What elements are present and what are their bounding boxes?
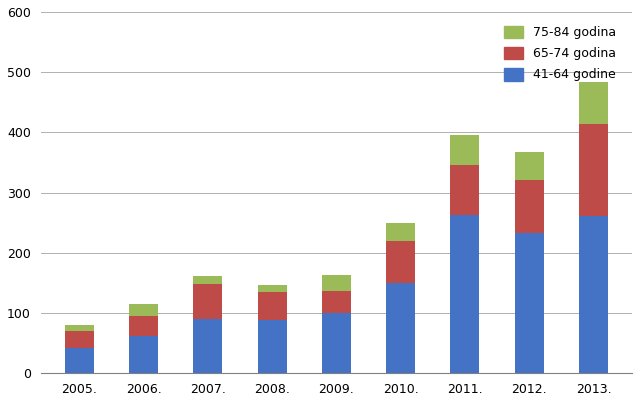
Bar bbox=[194, 319, 222, 373]
Bar bbox=[450, 165, 479, 215]
Bar bbox=[258, 285, 286, 292]
Bar bbox=[258, 292, 286, 320]
Bar bbox=[450, 135, 479, 165]
Bar bbox=[515, 233, 544, 373]
Bar bbox=[579, 216, 608, 373]
Bar bbox=[515, 180, 544, 233]
Bar bbox=[65, 325, 94, 331]
Bar bbox=[194, 284, 222, 319]
Bar bbox=[322, 313, 351, 373]
Bar bbox=[450, 215, 479, 373]
Bar bbox=[129, 336, 158, 373]
Bar bbox=[322, 275, 351, 291]
Bar bbox=[386, 223, 415, 241]
Bar bbox=[65, 348, 94, 373]
Bar bbox=[322, 291, 351, 313]
Bar bbox=[579, 82, 608, 124]
Bar bbox=[258, 320, 286, 373]
Bar bbox=[579, 124, 608, 216]
Bar bbox=[194, 276, 222, 284]
Bar bbox=[129, 316, 158, 336]
Bar bbox=[386, 283, 415, 373]
Bar bbox=[386, 241, 415, 283]
Bar bbox=[515, 152, 544, 180]
Legend: 75-84 godina, 65-74 godina, 41-64 godine: 75-84 godina, 65-74 godina, 41-64 godine bbox=[500, 22, 620, 85]
Bar bbox=[65, 331, 94, 348]
Bar bbox=[129, 304, 158, 316]
